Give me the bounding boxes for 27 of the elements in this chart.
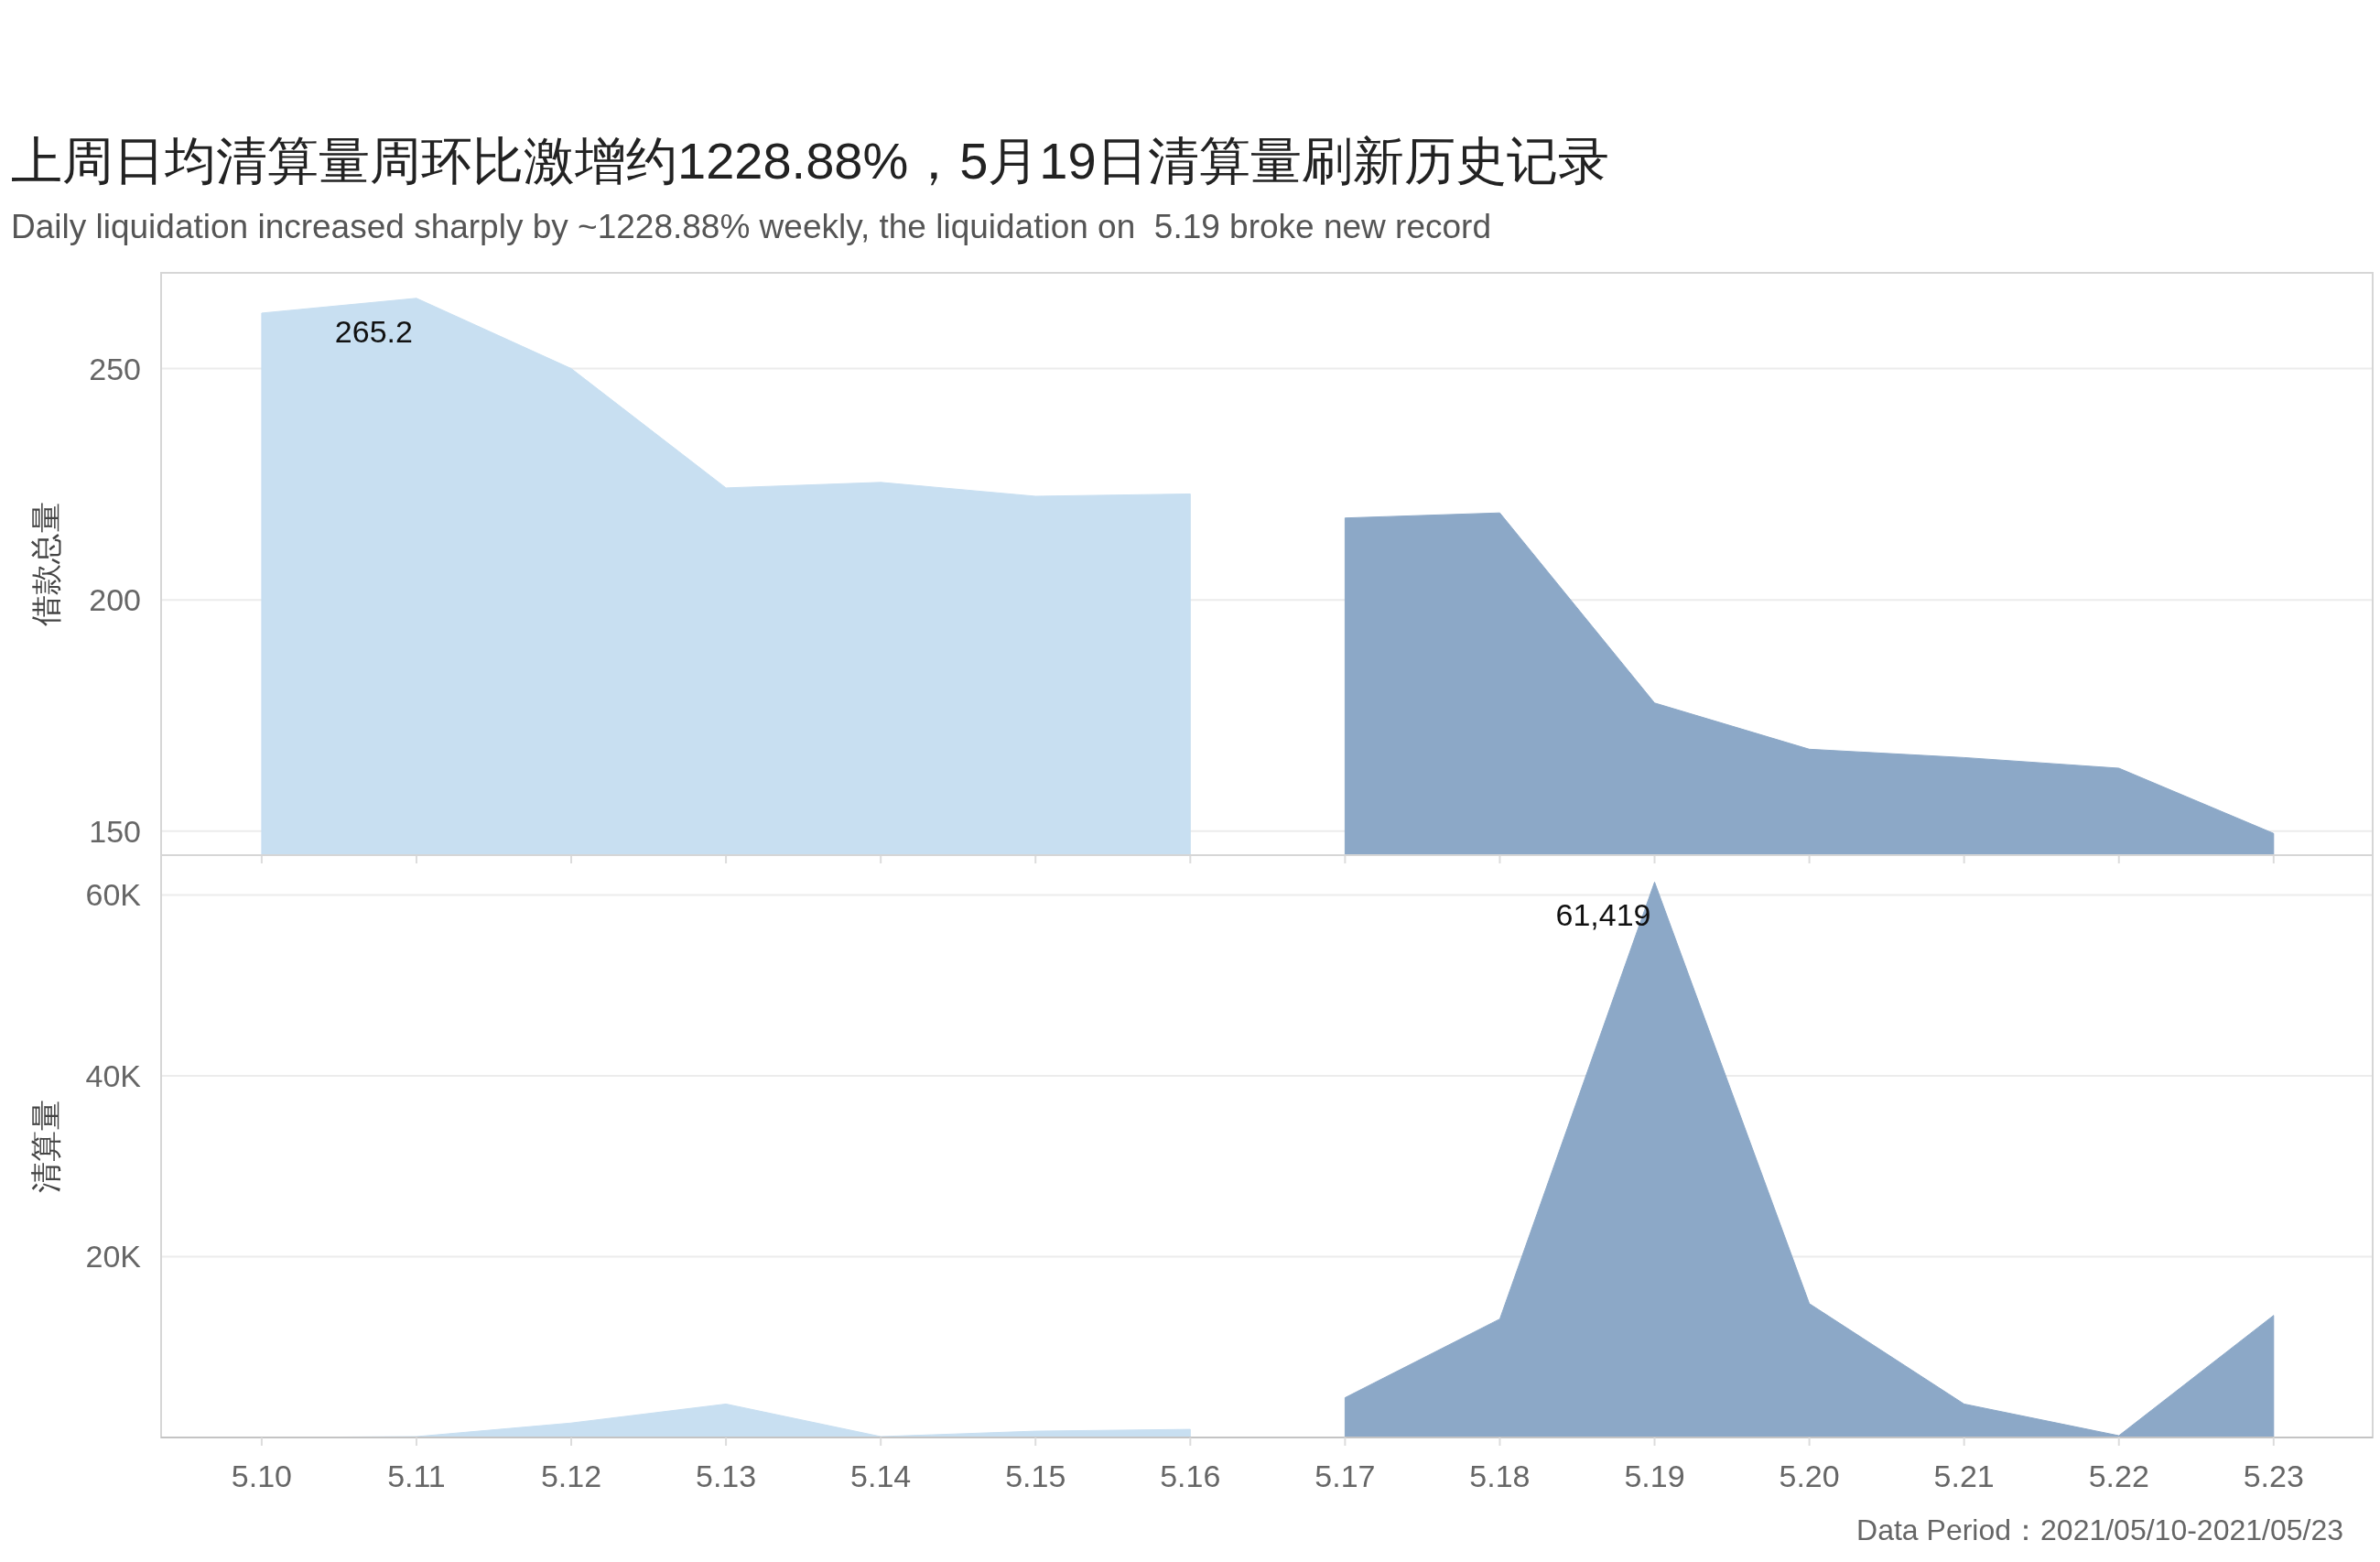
x-tick-label: 5.10 [231, 1459, 292, 1493]
x-tick-label: 5.23 [2243, 1459, 2304, 1493]
x-tick-label: 5.21 [1933, 1459, 1995, 1493]
y-axis-title: 借款总量 [28, 502, 63, 626]
x-tick-label: 5.16 [1160, 1459, 1221, 1493]
y-tick-label: 40K [85, 1058, 142, 1093]
y-tick-label: 150 [89, 813, 141, 849]
y-tick-label: 20K [85, 1239, 142, 1275]
x-tick-label: 5.18 [1469, 1459, 1531, 1493]
x-tick-label: 5.12 [540, 1459, 602, 1493]
y-tick-label: 200 [89, 582, 141, 618]
x-tick-label: 5.19 [1624, 1459, 1685, 1493]
x-tick-label: 5.14 [850, 1459, 912, 1493]
chart-subtitle: Daily liquidation increased sharply by ~1228.88% weekly, the liquidation on 5.19 broke new record [11, 208, 1491, 245]
x-tick-label: 5.22 [2088, 1459, 2149, 1493]
x-tick-label: 5.20 [1779, 1459, 1840, 1493]
x-tick-label: 5.11 [387, 1459, 446, 1493]
x-tick-label: 5.13 [696, 1459, 757, 1493]
text: Data Period：2021/05/10-2021/05/23 [1856, 1513, 2343, 1546]
x-tick-label: 5.17 [1314, 1459, 1376, 1493]
x-tick-label: 5.15 [1005, 1459, 1066, 1493]
chart-title: 上周日均清算量周环比激增约1228.88%，5月19日清算量刷新历史记录 [11, 132, 1609, 190]
y-axis-title: 清算量 [28, 1100, 63, 1193]
data-label: 265.2 [334, 313, 413, 349]
y-tick-label: 60K [85, 877, 142, 913]
y-tick-label: 250 [89, 351, 141, 386]
data-label: 61,419 [1555, 897, 1651, 933]
